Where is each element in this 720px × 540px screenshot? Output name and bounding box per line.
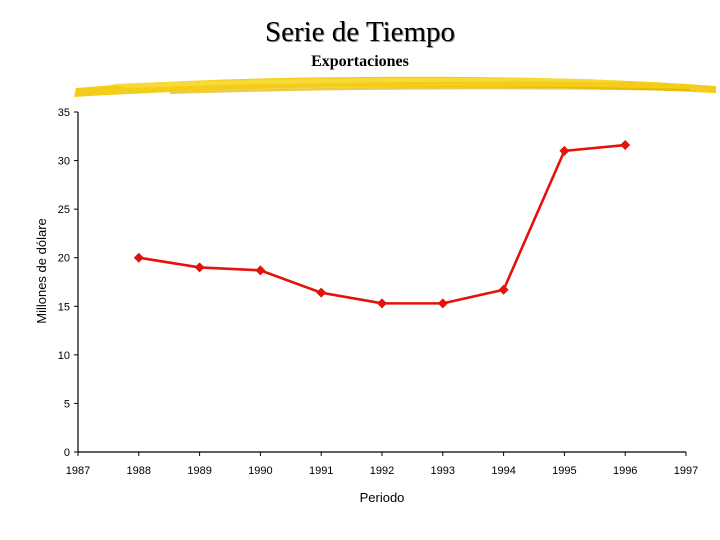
data-point [377, 298, 387, 309]
series-line [138, 143, 626, 305]
x-axis-ticks: 1987 1988 1989 1990 1991 1992 1993 1994 1995 1996… [66, 452, 698, 477]
y-tick-label: 10 [58, 350, 70, 362]
x-tick-label: 1988 [127, 465, 151, 477]
y-tick-label: 15 [58, 301, 70, 313]
x-axis-label: Periodo [360, 490, 405, 505]
series-group [133, 140, 631, 309]
y-tick-label: 35 [58, 107, 70, 119]
x-tick-label: 1997 [674, 465, 698, 477]
data-point [255, 265, 266, 276]
chart-title: Exportaciones [311, 53, 409, 70]
slide-title: Serie de Tiempo [264, 16, 456, 48]
data-point [194, 262, 205, 273]
x-tick-label: 1991 [309, 465, 333, 477]
y-tick-label: 30 [58, 156, 70, 168]
x-tick-label: 1990 [248, 465, 272, 477]
y-tick-label: 20 [58, 253, 70, 265]
title-underline-brush [74, 76, 716, 97]
x-tick-label: 1987 [66, 465, 90, 477]
data-point [498, 284, 509, 295]
x-tick-label: 1989 [187, 465, 211, 477]
y-axis-label: Millones de dólare [34, 218, 49, 324]
data-point [620, 140, 631, 151]
y-tick-label: 25 [58, 204, 70, 216]
x-tick-label: 1994 [491, 465, 515, 477]
y-axis-ticks: 0 5 10 15 20 25 30 35 [58, 107, 78, 459]
x-tick-label: 1996 [613, 465, 637, 477]
axes [77, 112, 686, 453]
y-tick-label: 0 [64, 447, 70, 459]
data-point [133, 252, 144, 263]
data-point [316, 287, 327, 298]
x-tick-label: 1993 [431, 465, 455, 477]
x-tick-label: 1992 [370, 465, 394, 477]
x-tick-label: 1995 [552, 465, 576, 477]
data-point [437, 298, 448, 309]
y-tick-label: 5 [64, 398, 70, 410]
data-point [559, 145, 570, 156]
